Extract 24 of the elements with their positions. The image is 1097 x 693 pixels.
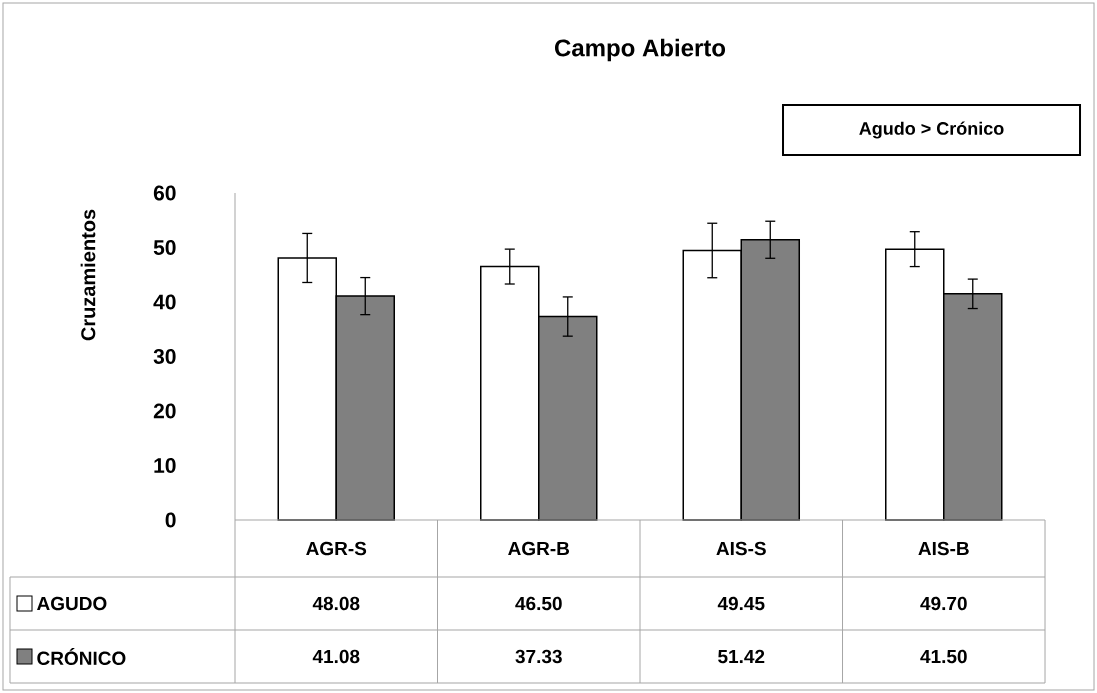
- data-label: 41.08: [312, 649, 360, 664]
- y-axis-title: Cruzamientos: [80, 209, 96, 341]
- data-label: 49.70: [920, 596, 967, 611]
- y-tick-label: 30: [153, 349, 176, 364]
- data-label: 46.50: [515, 596, 562, 611]
- text: Agudo > Crónico: [859, 121, 1004, 139]
- x-tick-label: AGR-B: [508, 541, 570, 556]
- x-tick-label: AIS-B: [918, 541, 969, 556]
- data-label: 51.42: [718, 649, 765, 664]
- x-tick-label: AIS-S: [716, 541, 766, 556]
- chart-title: Campo Abierto: [554, 38, 726, 62]
- y-tick-label: 40: [153, 294, 176, 310]
- y-tick-label: 50: [153, 240, 176, 255]
- data-label: 37.33: [515, 649, 562, 664]
- y-tick-label: 60: [153, 185, 176, 201]
- y-tick-label: 0: [165, 512, 176, 528]
- x-tick-label: AGR-S: [306, 541, 367, 556]
- data-label: 41.50: [920, 649, 967, 664]
- legend-label: CRÓNICO: [37, 648, 126, 666]
- y-tick-label: 10: [154, 458, 176, 473]
- y-tick-label: 20: [153, 403, 176, 419]
- data-label: 49.45: [717, 596, 765, 611]
- legend-label: AGUDO: [37, 596, 107, 611]
- data-label: 48.08: [312, 596, 360, 611]
